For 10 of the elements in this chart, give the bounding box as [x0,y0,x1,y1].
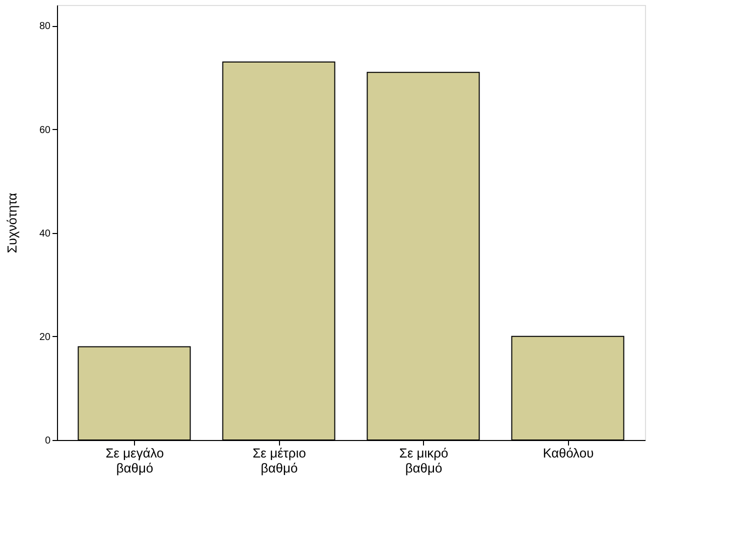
y-tick-label: 40 [39,228,51,240]
y-axis-title: Συχνότητα [4,192,20,254]
x-tick-label: Σε μεγάλο βαθμό [106,446,164,476]
x-tick-label: Καθόλου [542,446,594,460]
x-tick-label: Σε μέτριο βαθμό [252,446,306,476]
y-tick-label: 80 [39,21,51,32]
y-tick-label: 0 [44,436,51,446]
y-tick-label: 60 [39,124,51,136]
y-tick-label: 20 [39,332,51,343]
x-tick-label: Σε μικρό βαθμό [399,446,448,476]
